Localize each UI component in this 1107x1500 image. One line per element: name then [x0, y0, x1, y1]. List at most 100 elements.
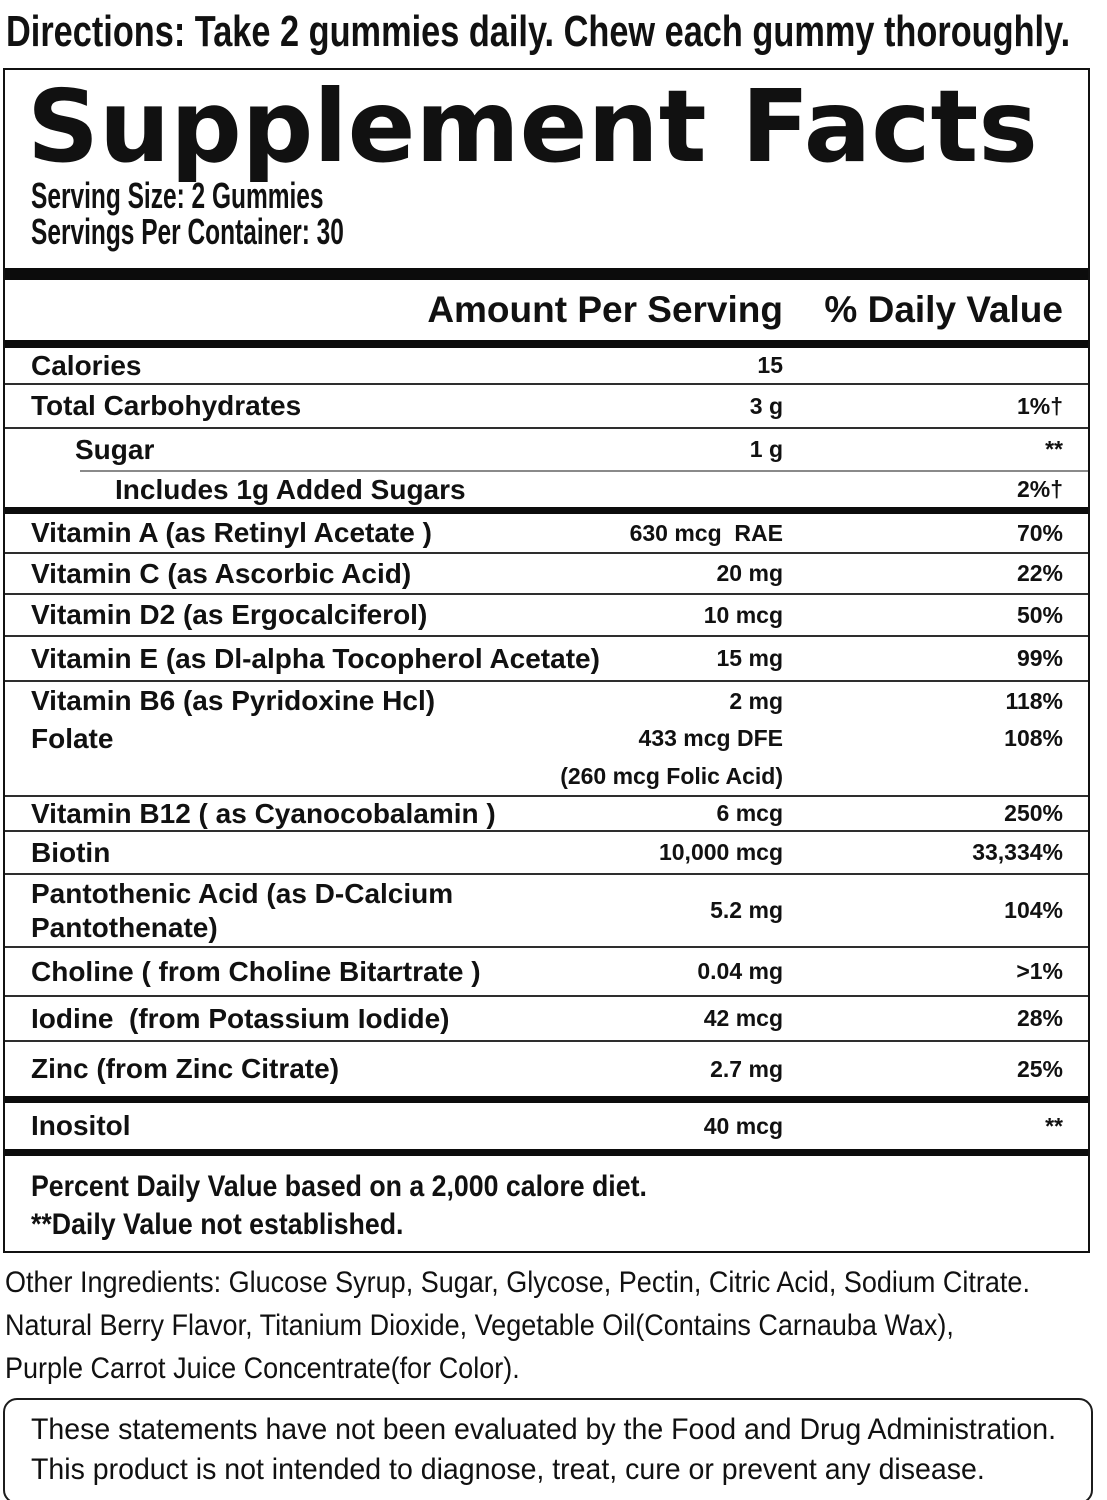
row-label: Vitamin C (as Ascorbic Acid)	[31, 557, 412, 589]
row-label: Iodine (from Potassium Iodide)	[31, 1002, 450, 1034]
row-dv: **	[1045, 1112, 1063, 1139]
row-label: Choline ( from Choline Bitartrate )	[31, 955, 481, 987]
other-ingredients-line: Other Ingredients: Glucose Syrup, Sugar,…	[5, 1266, 1030, 1299]
row-label: Vitamin B6 (as Pyridoxine Hcl)	[31, 685, 436, 716]
row-amount: 0.04 mg	[697, 958, 783, 984]
column-header-dv: % Daily Value	[824, 289, 1063, 330]
table-row-pantothenic-acid: Pantothenic Acid (as D-Calcium Pantothen…	[5, 875, 1088, 946]
footnote-not-established: **Daily Value not established.	[31, 1208, 404, 1241]
row-label: Inositol	[31, 1110, 131, 1141]
table-row-zinc: Zinc (from Zinc Citrate) 2.7 mg 25%	[5, 1042, 1088, 1096]
divider-indented	[80, 470, 1088, 472]
table-row-folate: Folate 433 mcg DFE 108%	[5, 720, 1088, 757]
table-row-vitamin-b12: Vitamin B12 ( as Cyanocobalamin ) 6 mcg …	[5, 797, 1088, 830]
other-ingredients: Other Ingredients: Glucose Syrup, Sugar,…	[5, 1261, 1107, 1390]
thick-divider-bar	[5, 1149, 1088, 1156]
row-amount: 3 g	[749, 392, 783, 419]
divider	[5, 873, 1088, 875]
serving-size: Serving Size: 2 Gummies	[31, 175, 324, 216]
directions-text: Directions: Take 2 gummies daily. Chew e…	[6, 7, 1071, 56]
row-amount: 433 mcg DFE	[638, 725, 783, 751]
panel-title: Supplement Facts	[27, 68, 1038, 185]
row-amount: 15	[757, 352, 783, 378]
row-label: Vitamin B12 ( as Cyanocobalamin )	[31, 797, 496, 829]
row-label: Sugar	[75, 433, 155, 465]
table-row-inositol: Inositol 40 mcg **	[5, 1103, 1088, 1149]
divider	[5, 635, 1088, 637]
other-ingredients-line: Purple Carrot Juice Concentrate(for Colo…	[5, 1352, 520, 1385]
servings-per-container: Servings Per Container: 30	[31, 211, 344, 252]
row-dv: 25%	[1016, 1055, 1063, 1082]
disclaimer-line: These statements have not been evaluated…	[31, 1413, 1057, 1446]
row-label: Calories	[31, 349, 142, 381]
row-amount: 2 mg	[729, 687, 783, 714]
row-amount: 1 g	[749, 436, 783, 462]
row-amount: 5.2 mg	[710, 897, 783, 923]
row-amount: 630 mcg RAE	[629, 519, 783, 546]
row-amount: 10,000 mcg	[658, 839, 783, 865]
row-label: Includes 1g Added Sugars	[115, 473, 466, 505]
row-amount: 2.7 mg	[710, 1055, 783, 1082]
table-row-vitamin-c: Vitamin C (as Ascorbic Acid) 20 mg 22%	[5, 554, 1088, 593]
row-label: Vitamin A (as Retinyl Acetate )	[31, 517, 432, 548]
table-row-vitamin-d2: Vitamin D2 (as Ergocalciferol) 10 mcg 50…	[5, 595, 1088, 635]
row-amount: 20 mg	[716, 560, 783, 586]
divider	[5, 795, 1088, 797]
divider	[5, 1040, 1088, 1042]
fda-disclaimer-box: These statements have not been evaluated…	[3, 1398, 1093, 1500]
row-label: Vitamin E (as Dl-alpha Tocopherol Acetat…	[31, 642, 600, 674]
row-label: Pantothenic Acid (as D-Calcium Pantothen…	[31, 877, 454, 943]
row-label: Total Carbohydrates	[31, 390, 302, 421]
row-dv: 33,334%	[972, 839, 1063, 865]
footnote-daily-value: Percent Daily Value based on a 2,000 cal…	[31, 1170, 647, 1203]
thick-divider-bar	[5, 268, 1088, 280]
divider	[5, 946, 1088, 948]
row-amount: 6 mcg	[716, 800, 783, 826]
table-row-sugar: Sugar 1 g **	[5, 429, 1088, 470]
table-header-row: Amount Per Serving % Daily Value	[5, 280, 1088, 340]
row-dv: 50%	[1016, 601, 1063, 628]
footnote-block: Percent Daily Value based on a 2,000 cal…	[5, 1156, 1088, 1244]
row-dv: **	[1045, 436, 1063, 462]
row-dv: 99%	[1016, 645, 1063, 671]
row-amount: (260 mcg Folic Acid)	[560, 762, 783, 789]
divider	[5, 383, 1088, 385]
table-row-choline: Choline ( from Choline Bitartrate ) 0.04…	[5, 948, 1088, 995]
row-amount: 10 mcg	[703, 601, 783, 628]
table-row-calories: Calories 15	[5, 348, 1088, 383]
supplement-facts-panel: Supplement Facts Serving Size: 2 Gummies…	[3, 68, 1090, 1253]
row-amount: 15 mg	[716, 645, 783, 671]
table-row-vitamin-b6: Vitamin B6 (as Pyridoxine Hcl) 2 mg 118%	[5, 682, 1088, 720]
table-row-iodine: Iodine (from Potassium Iodide) 42 mcg 28…	[5, 997, 1088, 1040]
supplement-label-page: Directions: Take 2 gummies daily. Chew e…	[0, 6, 1107, 1500]
table-row-added-sugars: Includes 1g Added Sugars 2%†	[5, 472, 1088, 507]
row-amount: 42 mcg	[703, 1005, 783, 1031]
table-row-folic-acid-note: (260 mcg Folic Acid)	[5, 757, 1088, 795]
row-dv: 250%	[1004, 800, 1063, 826]
disclaimer-line: This product is not intended to diagnose…	[31, 1453, 985, 1486]
table-row-total-carbohydrates: Total Carbohydrates 3 g 1%†	[5, 385, 1088, 427]
column-header-amount: Amount Per Serving	[427, 289, 783, 330]
table-row-group-b6-folate: Vitamin B6 (as Pyridoxine Hcl) 2 mg 118%…	[5, 682, 1088, 795]
row-dv: 118%	[1005, 687, 1063, 714]
thick-divider-bar	[5, 507, 1088, 514]
row-dv: 28%	[1016, 1005, 1063, 1031]
thick-divider-bar	[5, 340, 1088, 348]
table-row-vitamin-a: Vitamin A (as Retinyl Acetate ) 630 mcg …	[5, 514, 1088, 552]
row-dv: 22%	[1016, 560, 1063, 586]
divider	[5, 552, 1088, 554]
thick-divider-bar	[5, 1096, 1088, 1103]
row-dv: >1%	[1016, 958, 1063, 984]
divider	[5, 830, 1088, 832]
row-dv: 104%	[1004, 897, 1063, 923]
row-label: Biotin	[31, 836, 111, 868]
row-label: Folate	[31, 722, 114, 754]
row-label: Vitamin D2 (as Ergocalciferol)	[31, 599, 428, 630]
other-ingredients-line: Natural Berry Flavor, Titanium Dioxide, …	[5, 1309, 954, 1342]
table-row-biotin: Biotin 10,000 mcg 33,334%	[5, 832, 1088, 873]
divider	[5, 427, 1088, 429]
row-dv: 2%†	[1016, 476, 1063, 502]
table-row-vitamin-e: Vitamin E (as Dl-alpha Tocopherol Acetat…	[5, 637, 1088, 680]
row-dv: 70%	[1016, 519, 1063, 546]
divider	[5, 593, 1088, 595]
